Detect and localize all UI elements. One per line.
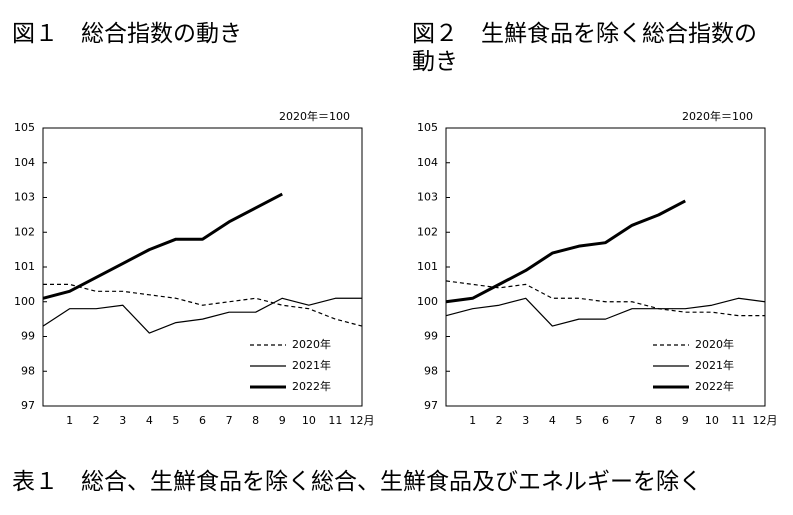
chart-title: 図２ 生鮮食品を除く総合指数の動き [412, 21, 757, 75]
x-tick-label: 9 [279, 414, 286, 427]
x-tick-label: 4 [549, 414, 556, 427]
y-tick-label: 103 [14, 191, 35, 204]
y-tick-label: 98 [424, 364, 438, 377]
y-tick-label: 98 [21, 364, 35, 377]
x-tick-label: 10 [705, 414, 719, 427]
x-tick-label: 5 [575, 414, 582, 427]
legend-label: 2020年 [695, 337, 734, 351]
x-tick-label: 7 [629, 414, 636, 427]
y-tick-label: 103 [417, 191, 438, 204]
y-tick-label: 100 [14, 295, 35, 308]
x-tick-label: 7 [226, 414, 233, 427]
x-tick-label: 1 [66, 414, 73, 427]
y-tick-label: 97 [21, 399, 35, 412]
y-tick-label: 100 [417, 295, 438, 308]
x-tick-label: 11 [731, 414, 745, 427]
legend-label: 2022年 [292, 379, 331, 393]
x-tick-label: 9 [682, 414, 689, 427]
y-tick-label: 97 [424, 399, 438, 412]
unit-note: 2020年＝100 [279, 109, 350, 123]
legend-label: 2020年 [292, 337, 331, 351]
y-tick-label: 105 [417, 121, 438, 134]
series-line [42, 297, 362, 334]
series-line [445, 297, 766, 327]
y-tick-label: 99 [424, 330, 438, 343]
x-tick-label: 11 [328, 414, 342, 427]
y-tick-label: 104 [417, 156, 438, 169]
x-tick-label: 4 [146, 414, 153, 427]
legend-label: 2021年 [292, 358, 331, 372]
x-tick-label: 10 [302, 414, 316, 427]
x-tick-label: 6 [199, 414, 206, 427]
y-tick-label: 102 [14, 225, 35, 238]
unit-note: 2020年＝100 [682, 109, 753, 123]
legend-label: 2021年 [695, 358, 734, 372]
series-line [43, 283, 363, 327]
x-tick-label: 3 [522, 414, 529, 427]
series-line [445, 199, 686, 304]
y-tick-label: 101 [417, 260, 438, 273]
x-tick-label: 8 [655, 414, 662, 427]
y-tick-label: 101 [14, 260, 35, 273]
chart-title: 図１ 総合指数の動き [12, 21, 242, 47]
series-line [42, 192, 283, 300]
series-line [445, 280, 765, 317]
x-tick-label: 12月 [350, 414, 375, 427]
x-tick-label: 1 [469, 414, 476, 427]
x-tick-label: 2 [93, 414, 100, 427]
x-tick-label: 2 [496, 414, 503, 427]
y-tick-label: 99 [21, 330, 35, 343]
y-tick-label: 105 [14, 121, 35, 134]
x-tick-label: 6 [602, 414, 609, 427]
x-tick-label: 12月 [753, 414, 778, 427]
y-tick-label: 104 [14, 156, 35, 169]
y-tick-label: 102 [417, 225, 438, 238]
x-tick-label: 3 [119, 414, 126, 427]
x-tick-label: 5 [172, 414, 179, 427]
legend-label: 2022年 [695, 379, 734, 393]
x-tick-label: 8 [252, 414, 259, 427]
caption: 表１ 総合、生鮮食品を除く総合、生鮮食品及びエネルギーを除く [12, 469, 702, 495]
